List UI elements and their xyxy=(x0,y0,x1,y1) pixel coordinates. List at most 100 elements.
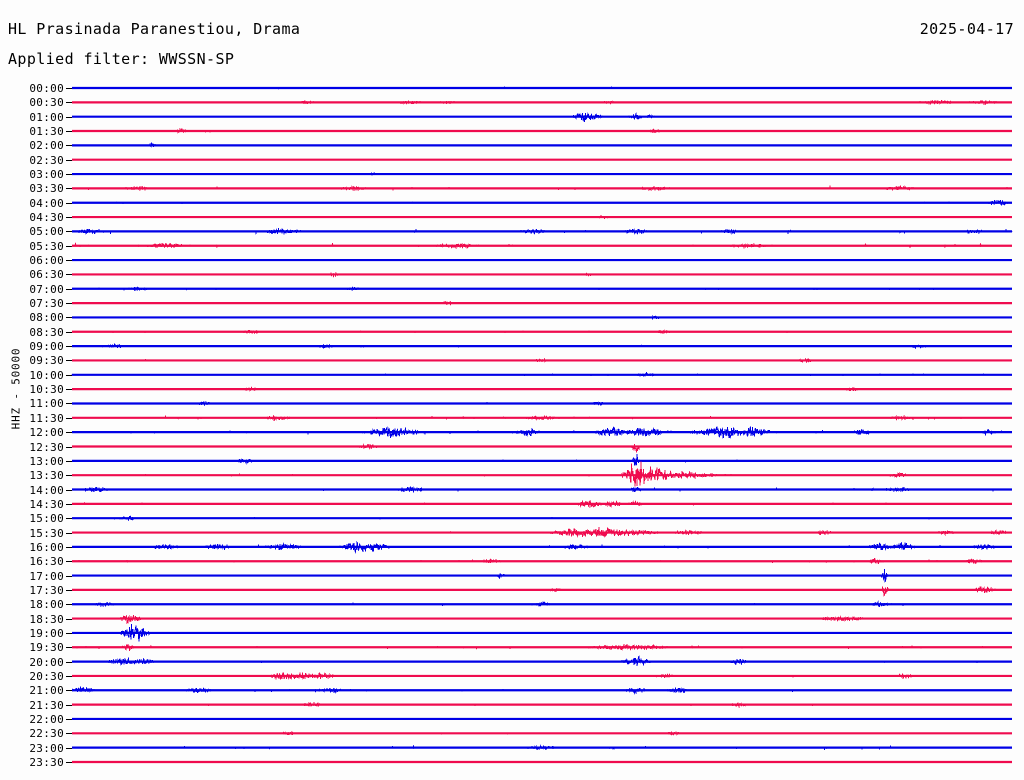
time-label-07-30: 07:30 xyxy=(29,297,64,311)
trace-17-30 xyxy=(71,585,1013,597)
y-axis-tick xyxy=(66,317,72,319)
time-label-12-30: 12:30 xyxy=(29,440,64,454)
trace-02-00 xyxy=(71,141,1013,148)
trace-18-30 xyxy=(71,614,1013,625)
trace-20-30 xyxy=(71,671,1013,681)
time-label-23-30: 23:30 xyxy=(29,755,64,769)
y-axis-tick xyxy=(66,460,72,462)
trace-12-00 xyxy=(71,425,1013,439)
y-axis-tick xyxy=(66,532,72,534)
y-axis-tick xyxy=(66,575,72,577)
trace-16-00 xyxy=(71,540,1013,554)
trace-14-00 xyxy=(71,485,1013,494)
time-label-04-00: 04:00 xyxy=(29,196,64,210)
y-axis-tick xyxy=(66,446,72,448)
trace-10-30 xyxy=(71,386,1013,392)
time-label-14-00: 14:00 xyxy=(29,483,64,497)
time-label-17-00: 17:00 xyxy=(29,569,64,583)
trace-04-00 xyxy=(71,199,1013,206)
y-axis-tick xyxy=(66,761,72,763)
time-label-02-00: 02:00 xyxy=(29,139,64,153)
y-axis-tick xyxy=(66,561,72,563)
y-axis-tick xyxy=(66,403,72,405)
trace-00-30 xyxy=(71,99,1013,106)
y-axis-tick xyxy=(66,131,72,133)
time-label-18-30: 18:30 xyxy=(29,612,64,626)
trace-01-30 xyxy=(71,127,1012,134)
trace-14-30 xyxy=(71,499,1013,509)
trace-13-30 xyxy=(71,461,1013,487)
time-label-05-30: 05:30 xyxy=(29,239,64,253)
trace-22-00 xyxy=(71,718,1013,720)
time-label-06-30: 06:30 xyxy=(29,268,64,282)
y-axis-tick xyxy=(66,704,72,706)
page-title: HL Prasinada Paranestiou, Drama xyxy=(8,20,301,38)
y-axis-tick xyxy=(66,747,72,749)
y-axis-tick xyxy=(66,489,72,491)
time-label-03-00: 03:00 xyxy=(29,168,64,182)
time-label-22-00: 22:00 xyxy=(29,712,64,726)
time-label-00-00: 00:00 xyxy=(29,82,64,95)
y-axis-tick xyxy=(66,647,72,649)
time-label-15-00: 15:00 xyxy=(29,512,64,526)
y-axis-tick xyxy=(66,116,72,118)
y-axis-tick xyxy=(66,188,72,190)
time-label-20-30: 20:30 xyxy=(29,669,64,683)
y-axis-tick xyxy=(66,518,72,520)
time-label-14-30: 14:30 xyxy=(29,497,64,511)
trace-15-00 xyxy=(71,514,1013,522)
y-axis-tick xyxy=(66,159,72,161)
trace-08-00 xyxy=(71,315,1013,321)
y-axis-tick xyxy=(66,604,72,606)
time-label-09-30: 09:30 xyxy=(29,354,64,368)
trace-21-00 xyxy=(71,686,1013,695)
y-axis-tick xyxy=(66,145,72,147)
trace-04-30 xyxy=(71,215,1013,220)
y-axis-tick xyxy=(66,231,72,233)
trace-02-30 xyxy=(71,158,1012,161)
trace-21-30 xyxy=(71,701,1013,709)
y-axis-tick xyxy=(66,360,72,362)
time-label-11-30: 11:30 xyxy=(29,411,64,425)
time-label-13-30: 13:30 xyxy=(29,469,64,483)
trace-22-30 xyxy=(71,730,1013,737)
trace-07-00 xyxy=(71,285,1013,292)
time-label-13-00: 13:00 xyxy=(29,454,64,468)
y-axis-tick xyxy=(66,274,72,276)
y-axis-tick xyxy=(66,288,72,290)
y-axis-tick xyxy=(66,102,72,104)
time-label-04-30: 04:30 xyxy=(29,211,64,225)
y-axis-tick xyxy=(66,303,72,305)
trace-07-30 xyxy=(71,300,1013,307)
y-axis-tick xyxy=(66,718,72,720)
y-axis-tick xyxy=(66,260,72,262)
trace-00-00 xyxy=(71,86,1013,90)
y-axis-tick xyxy=(66,675,72,677)
trace-20-00 xyxy=(71,655,1013,667)
time-label-10-00: 10:00 xyxy=(29,368,64,382)
time-label-01-30: 01:30 xyxy=(29,125,64,139)
time-label-08-00: 08:00 xyxy=(29,311,64,325)
time-label-20-00: 20:00 xyxy=(29,655,64,669)
y-axis-tick xyxy=(66,389,72,391)
y-axis-tick xyxy=(66,217,72,219)
seismic-traces xyxy=(71,86,1013,764)
time-label-10-30: 10:30 xyxy=(29,383,64,397)
record-date: 2025-04-17 xyxy=(919,20,1014,38)
time-label-22-30: 22:30 xyxy=(29,727,64,741)
trace-09-00 xyxy=(71,343,1013,350)
y-axis-tick xyxy=(66,475,72,477)
applied-filter-label: Applied filter: WWSSN-SP xyxy=(8,50,235,68)
y-axis-tick xyxy=(66,374,72,376)
trace-11-30 xyxy=(71,414,1013,422)
y-axis-tick xyxy=(66,202,72,204)
time-label-19-30: 19:30 xyxy=(29,641,64,655)
time-label-17-30: 17:30 xyxy=(29,583,64,597)
y-axis-tick xyxy=(66,346,72,348)
time-label-09-00: 09:00 xyxy=(29,340,64,354)
trace-15-30 xyxy=(71,527,1013,538)
time-label-07-00: 07:00 xyxy=(29,282,64,296)
y-axis-tick xyxy=(66,690,72,692)
time-label-00-30: 00:30 xyxy=(29,96,64,110)
